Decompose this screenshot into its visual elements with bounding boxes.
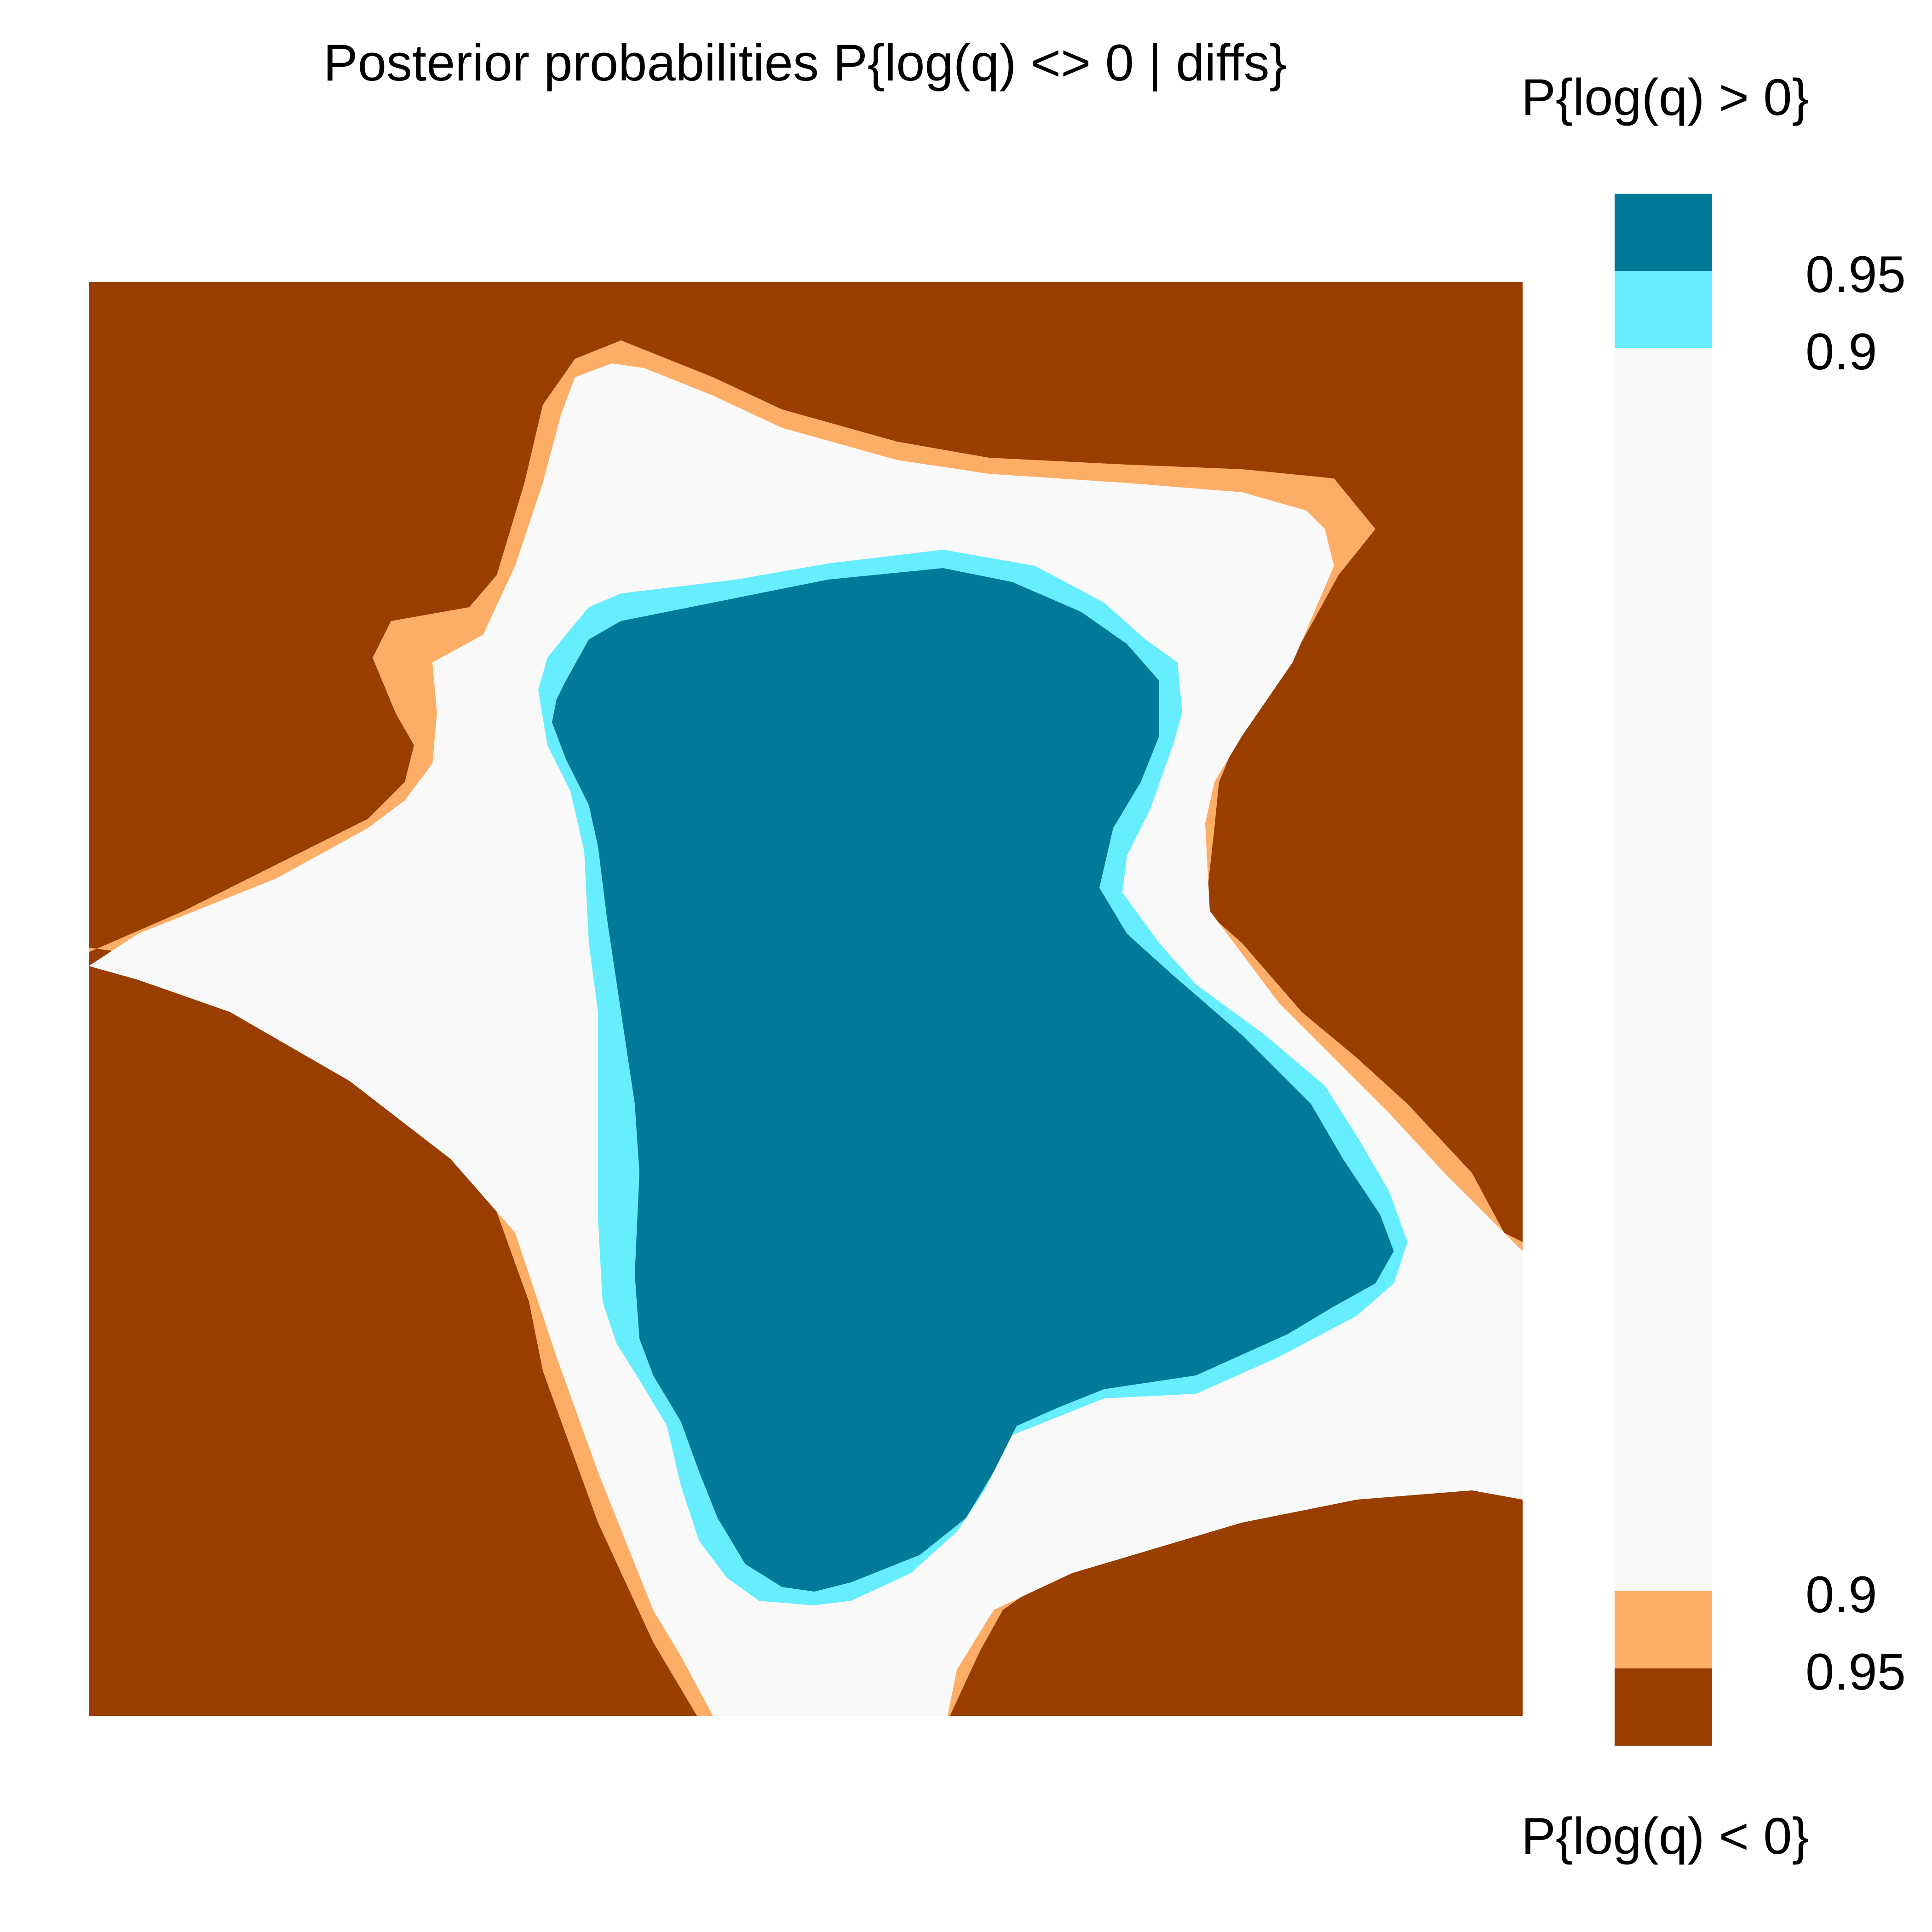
chart-title: Posterior probabilities P{log(q) <> 0 | …	[323, 34, 1287, 92]
legend: P{log(q) > 0} 0.95 0.9 0.9 0.95 P{log(q)…	[1521, 69, 1906, 1865]
legend-swatch-negative-95	[1615, 1668, 1712, 1746]
legend-swatch-positive-90	[1615, 271, 1712, 348]
legend-swatch-positive-95	[1615, 194, 1712, 271]
legend-threshold-label: 0.9	[1806, 323, 1877, 380]
legend-title-bottom: P{log(q) < 0}	[1521, 1807, 1809, 1865]
probability-map	[89, 282, 1523, 1716]
legend-threshold-label: 0.9	[1806, 1566, 1877, 1623]
legend-swatch-none	[1615, 348, 1712, 1591]
region-positive-95	[552, 568, 1394, 1592]
legend-threshold-label: 0.95	[1806, 1643, 1906, 1701]
legend-threshold-label: 0.95	[1806, 246, 1906, 303]
legend-swatch-negative-90	[1615, 1591, 1712, 1668]
legend-title-top: P{log(q) > 0}	[1521, 69, 1809, 126]
